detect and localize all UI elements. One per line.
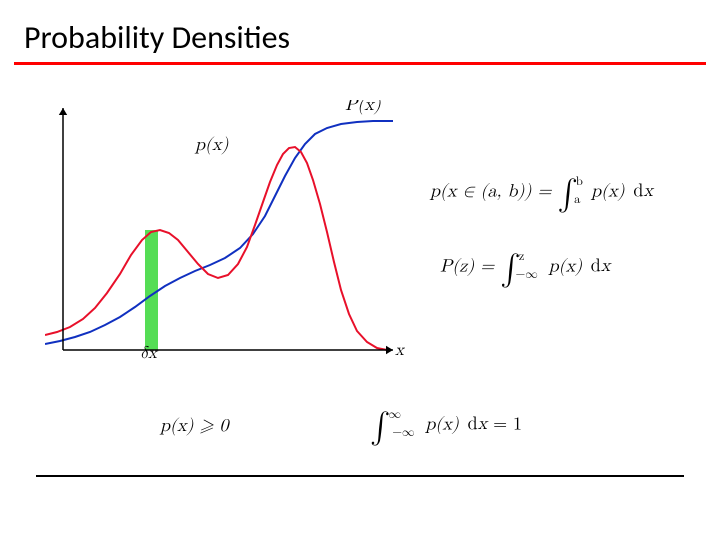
pdf-curve [45, 147, 387, 350]
slide-title: Probability Densities [24, 18, 290, 57]
equation-cdf: P(z) = ∫z−∞p(x) dx [440, 250, 610, 287]
y-axis-arrow [59, 108, 67, 115]
slide: Probability Densities p(x) P(x) x δx p(x ∈ … [0, 0, 720, 540]
x-axis-arrow [386, 346, 393, 354]
plot-label-Pz: P(x) [345, 100, 382, 115]
title-underline [14, 62, 706, 65]
equation-prob-interval: p(x ∈ (a, b)) = ∫bap(x) dx [430, 175, 653, 212]
cdf-curve [45, 121, 393, 344]
plot-label-px: p(x) [194, 136, 230, 155]
equation-normalization: ∫∞−∞p(x) dx = 1 [370, 408, 522, 445]
plot-label-x: x [395, 342, 405, 359]
density-plot: p(x) P(x) x δx [45, 100, 405, 370]
plot-label-dx: δx [140, 345, 159, 362]
equation-nonneg: p(x) ⩾ 0 [160, 415, 228, 437]
delta-x-bar [145, 230, 158, 350]
footer-rule [36, 475, 684, 477]
